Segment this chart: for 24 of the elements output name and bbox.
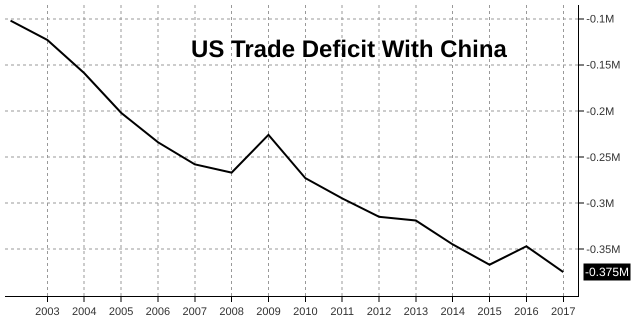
- x-tick-label: 2006: [146, 306, 170, 318]
- x-tick-label: 2003: [35, 306, 60, 318]
- y-tick-label: -0.25M: [586, 152, 620, 164]
- x-tick-label: 2005: [108, 306, 134, 318]
- x-tick-label: 2017: [551, 306, 576, 318]
- x-tick-label: 2010: [293, 306, 318, 318]
- y-tick-label: -0.15M: [586, 60, 620, 72]
- x-tick-label: 2013: [404, 306, 428, 318]
- x-tick-label: 2015: [477, 306, 502, 318]
- y-tick-label: -0.1M: [586, 14, 614, 26]
- y-tick-label: -0.2M: [586, 106, 614, 118]
- x-tick-label: 2007: [182, 306, 208, 318]
- annotation: -0.375M: [585, 265, 630, 279]
- x-tick-label: 2009: [256, 306, 281, 318]
- y-tick-label: -0.3M: [586, 198, 614, 210]
- x-tick-label: 2011: [330, 306, 354, 318]
- line-series: [10, 20, 564, 274]
- x-tick-label: 2014: [440, 306, 465, 318]
- text: US Trade Deficit With China: [191, 36, 508, 63]
- x-tick-label: 2008: [219, 306, 244, 318]
- x-tick-label: 2016: [514, 306, 539, 318]
- x-tick-label: 2012: [366, 306, 392, 318]
- y-tick-label: -0.35M: [586, 244, 620, 256]
- x-tick-label: 2004: [72, 306, 96, 318]
